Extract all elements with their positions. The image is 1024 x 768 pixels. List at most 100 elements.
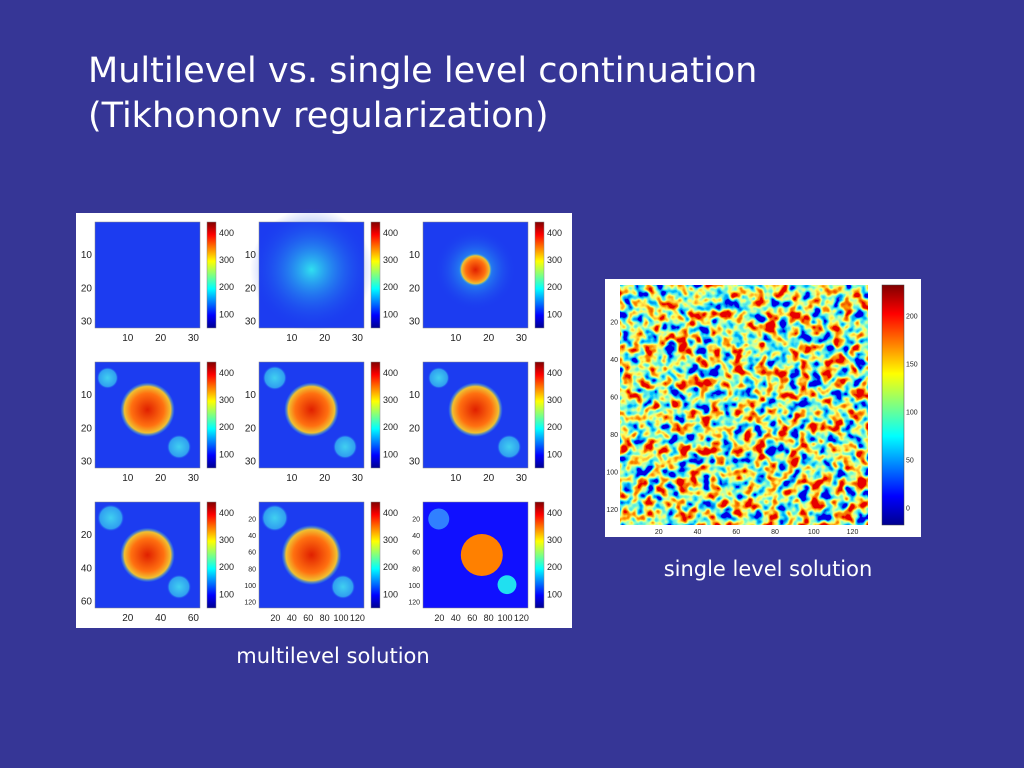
x-tick-label: 20	[319, 473, 331, 484]
x-tick-label: 20	[122, 613, 134, 624]
colorbar-label: 200	[906, 314, 918, 321]
title-line: (Tikhononv regularization)	[88, 96, 549, 136]
heatmap	[94, 221, 201, 329]
heatmap-blob	[120, 382, 175, 438]
y-tick-label: 80	[412, 566, 420, 573]
heatmap-blob	[460, 534, 503, 576]
y-tick-label: 10	[409, 250, 421, 261]
heatmap-blob	[96, 366, 119, 389]
heatmap-blob	[496, 434, 522, 460]
heatmap-blob	[166, 574, 192, 600]
colorbar-label: 100	[219, 309, 234, 319]
colorbar-label: 100	[219, 449, 234, 459]
x-tick-label: 120	[350, 613, 365, 623]
colorbar-label: 50	[906, 458, 914, 465]
x-tick-label: 10	[450, 333, 462, 344]
heatmap-blob	[448, 382, 503, 438]
y-tick-label: 60	[81, 596, 93, 607]
y-tick-label: 60	[610, 395, 618, 402]
x-tick-label: 30	[352, 473, 364, 484]
y-tick-label: 20	[81, 530, 93, 541]
heatmap-blob	[166, 434, 192, 460]
heatmap-blob	[97, 504, 125, 532]
colorbar-label: 300	[383, 395, 398, 405]
x-tick-label: 80	[771, 529, 779, 536]
y-tick-label: 30	[409, 316, 421, 327]
colorbar-label: 300	[219, 255, 234, 265]
x-tick-label: 20	[270, 613, 280, 623]
x-tick-label: 20	[483, 473, 495, 484]
y-tick-label: 80	[610, 432, 618, 439]
heatmap-blob	[428, 508, 450, 530]
colorbar	[206, 221, 217, 329]
colorbar-label: 300	[547, 395, 562, 405]
heatmap-blob	[281, 524, 342, 586]
heatmap-blob	[284, 382, 339, 438]
y-tick-label: 40	[412, 533, 420, 540]
y-tick-label: 80	[248, 566, 256, 573]
y-tick-label: 100	[408, 583, 420, 590]
x-tick-label: 20	[434, 613, 444, 623]
colorbar-label: 200	[219, 562, 234, 572]
x-tick-label: 100	[334, 613, 349, 623]
y-tick-label: 20	[81, 283, 93, 294]
y-tick-label: 40	[610, 357, 618, 364]
colorbar	[370, 501, 381, 609]
x-tick-label: 60	[732, 529, 740, 536]
x-tick-label: 30	[352, 333, 364, 344]
colorbar-label: 400	[547, 368, 562, 378]
colorbar-label: 150	[906, 362, 918, 369]
colorbar-label: 400	[383, 508, 398, 518]
heatmap-blob	[250, 208, 373, 332]
colorbar-label: 200	[383, 562, 398, 572]
colorbar-label: 100	[547, 589, 562, 599]
y-tick-label: 20	[245, 423, 257, 434]
colorbar-label: 400	[219, 228, 234, 238]
x-tick-label: 60	[303, 613, 313, 623]
colorbar-label: 400	[383, 368, 398, 378]
colorbar	[534, 501, 545, 609]
colorbar	[881, 284, 905, 526]
heatmap-blob	[261, 504, 289, 532]
colorbar-label: 200	[383, 282, 398, 292]
colorbar-label: 100	[906, 410, 918, 417]
y-tick-label: 10	[245, 390, 257, 401]
y-tick-label: 60	[412, 550, 420, 557]
x-tick-label: 80	[320, 613, 330, 623]
heatmap-blob	[332, 434, 358, 460]
x-tick-label: 30	[188, 473, 200, 484]
colorbar-label: 100	[383, 449, 398, 459]
y-tick-label: 20	[412, 517, 420, 524]
y-tick-label: 10	[245, 250, 257, 261]
x-tick-label: 10	[286, 473, 298, 484]
y-tick-label: 30	[245, 316, 257, 327]
heatmap-blob	[497, 575, 517, 595]
x-tick-label: 40	[694, 529, 702, 536]
colorbar	[370, 361, 381, 469]
x-tick-label: 30	[516, 473, 528, 484]
colorbar-label: 400	[547, 508, 562, 518]
y-tick-label: 120	[244, 599, 256, 606]
y-tick-label: 60	[248, 550, 256, 557]
x-tick-label: 40	[451, 613, 461, 623]
colorbar-label: 300	[219, 395, 234, 405]
x-tick-label: 60	[467, 613, 477, 623]
colorbar-label: 0	[906, 506, 910, 513]
x-tick-label: 30	[188, 333, 200, 344]
x-tick-label: 30	[516, 333, 528, 344]
noise-heatmap	[620, 285, 868, 525]
y-tick-label: 20	[409, 283, 421, 294]
colorbar-label: 200	[547, 422, 562, 432]
caption: single level solution	[664, 557, 873, 581]
x-tick-label: 60	[188, 613, 200, 624]
colorbar-label: 200	[219, 422, 234, 432]
y-tick-label: 30	[409, 456, 421, 467]
y-tick-label: 100	[606, 470, 618, 477]
y-tick-label: 120	[606, 507, 618, 514]
y-tick-label: 20	[610, 320, 618, 327]
x-tick-label: 20	[155, 473, 167, 484]
colorbar-label: 100	[383, 309, 398, 319]
colorbar-label: 300	[383, 535, 398, 545]
colorbar-label: 200	[547, 282, 562, 292]
